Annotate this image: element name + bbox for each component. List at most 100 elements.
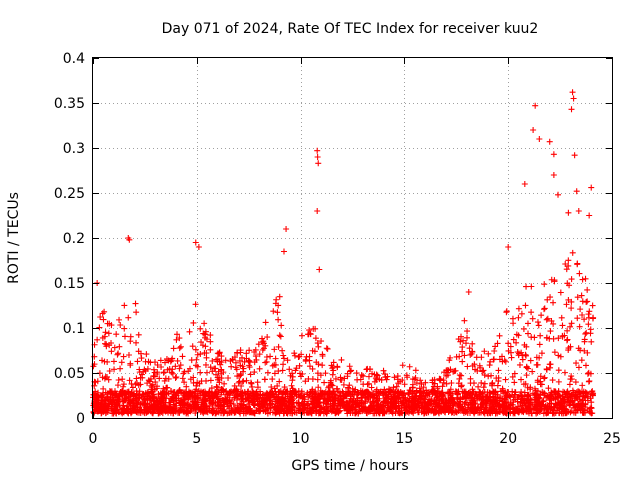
data-point (206, 388, 213, 395)
data-point (279, 395, 286, 402)
data-point (544, 296, 551, 303)
data-point (258, 397, 265, 404)
data-point (485, 373, 492, 380)
data-point (100, 316, 107, 323)
data-point (565, 296, 572, 303)
data-point (271, 385, 278, 392)
data-point (551, 410, 558, 417)
data-point (111, 344, 118, 351)
data-point (523, 283, 530, 290)
data-point (259, 346, 266, 353)
data-point (572, 379, 579, 386)
data-point (239, 363, 246, 370)
data-point (129, 384, 136, 391)
data-point (586, 378, 593, 385)
data-point (545, 385, 552, 392)
data-point (189, 403, 196, 410)
data-point (519, 402, 526, 409)
data-point (278, 322, 285, 329)
data-point (491, 348, 498, 355)
data-point (207, 338, 214, 345)
data-point (190, 374, 197, 381)
data-point (224, 391, 231, 398)
data-point (180, 401, 187, 408)
data-point (148, 382, 155, 389)
y-axis-title: ROTI / TECUs (6, 192, 22, 284)
data-point (528, 334, 535, 341)
data-point (401, 381, 408, 388)
data-point (135, 331, 142, 338)
data-point (261, 394, 268, 401)
data-point (522, 351, 529, 358)
data-point (94, 336, 101, 343)
data-point (246, 347, 253, 354)
data-point (201, 320, 208, 327)
data-point (568, 373, 575, 380)
data-point (480, 367, 487, 374)
data-point (479, 399, 486, 406)
data-point (126, 398, 133, 405)
data-point (272, 361, 279, 368)
data-point (398, 409, 405, 416)
data-point (314, 147, 321, 154)
data-point (409, 384, 416, 391)
data-point (518, 310, 525, 317)
data-point (256, 408, 263, 415)
data-point (520, 325, 527, 332)
data-point (312, 390, 319, 397)
data-point (578, 357, 585, 364)
data-point (114, 382, 121, 389)
data-point (296, 362, 303, 369)
data-point (521, 181, 528, 187)
data-point (447, 366, 454, 373)
data-point (511, 370, 518, 377)
data-point (557, 289, 564, 296)
data-point (459, 358, 466, 365)
data-point (269, 362, 276, 369)
data-point (168, 369, 175, 376)
data-point (103, 343, 110, 350)
data-point (104, 320, 111, 327)
data-point (579, 406, 586, 413)
data-point (231, 404, 238, 411)
data-point (147, 359, 154, 366)
data-point (589, 302, 596, 309)
data-point (104, 358, 111, 365)
data-point (512, 389, 519, 396)
data-point (130, 390, 137, 397)
data-point (182, 389, 189, 396)
data-point (380, 399, 387, 406)
data-point (532, 102, 539, 109)
data-point (369, 394, 376, 401)
data-point (216, 350, 223, 357)
data-point (455, 380, 462, 387)
data-point (522, 380, 529, 387)
data-point (418, 409, 425, 416)
axis-ticks (93, 58, 613, 419)
data-point (351, 388, 358, 395)
data-point (510, 320, 517, 327)
data-point (319, 351, 326, 358)
data-point (133, 375, 140, 382)
data-point (127, 393, 134, 400)
data-point (232, 359, 239, 366)
data-point (127, 333, 134, 340)
y-tick-label: 0.1 (63, 321, 85, 337)
data-point (437, 390, 444, 397)
data-point (105, 400, 112, 407)
data-point (314, 340, 321, 347)
data-point (551, 349, 558, 356)
data-point (141, 401, 148, 408)
data-point (426, 402, 433, 409)
data-point (157, 357, 164, 364)
data-point (226, 405, 233, 412)
data-point (139, 391, 146, 398)
data-point (319, 362, 326, 369)
data-point (276, 332, 283, 339)
data-point (536, 354, 543, 361)
data-point (246, 357, 253, 364)
data-point (551, 395, 558, 402)
y-tick-label: 0.05 (54, 366, 85, 382)
data-point (541, 375, 548, 382)
data-point (143, 351, 150, 358)
